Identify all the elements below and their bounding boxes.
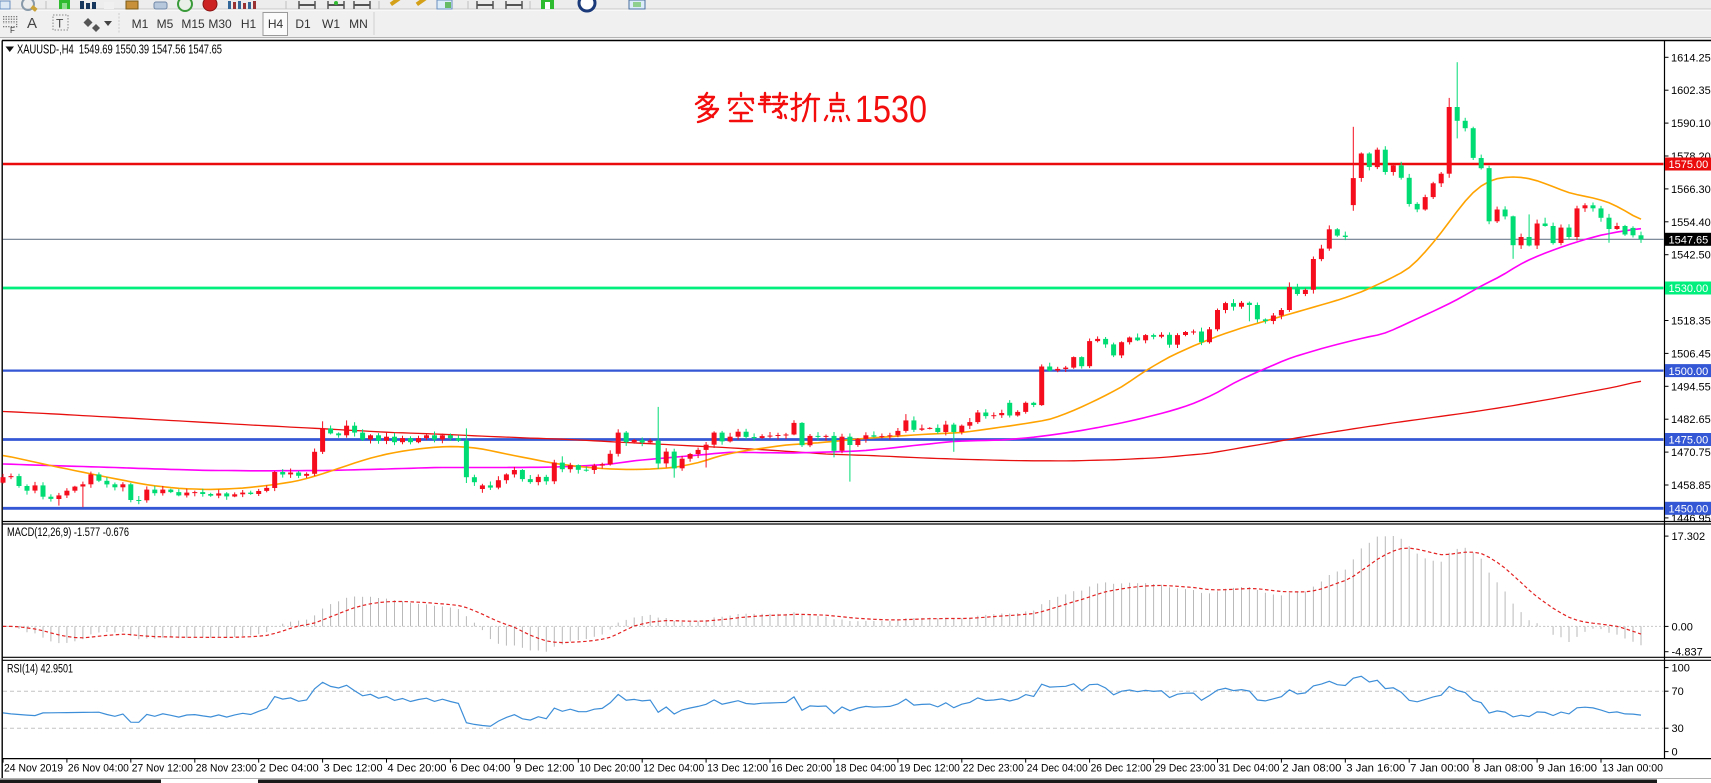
svg-text:1518.35: 1518.35: [1671, 316, 1711, 328]
svg-text:24 Nov 2019: 24 Nov 2019: [4, 763, 63, 775]
svg-text:8 Jan 08:00: 8 Jan 08:00: [1474, 763, 1533, 775]
svg-text:A: A: [27, 15, 37, 32]
svg-text:1590.10: 1590.10: [1671, 118, 1711, 130]
svg-text:1542.50: 1542.50: [1671, 250, 1711, 262]
svg-text:1602.35: 1602.35: [1671, 85, 1711, 97]
svg-text:D1: D1: [295, 17, 311, 31]
svg-text:7 Jan 00:00: 7 Jan 00:00: [1410, 763, 1469, 775]
svg-text:1530: 1530: [855, 89, 927, 131]
svg-text:4 Dec 20:00: 4 Dec 20:00: [388, 763, 447, 775]
svg-text:2 Jan 08:00: 2 Jan 08:00: [1282, 763, 1341, 775]
svg-text:MN: MN: [349, 17, 368, 31]
svg-text:10 Dec 20:00: 10 Dec 20:00: [579, 763, 640, 775]
svg-text:100: 100: [1672, 663, 1690, 675]
svg-text:12 Dec 04:00: 12 Dec 04:00: [643, 763, 704, 775]
svg-text:17.302: 17.302: [1672, 531, 1706, 543]
svg-text:M5: M5: [157, 17, 174, 31]
svg-text:3 Dec 12:00: 3 Dec 12:00: [324, 763, 383, 775]
svg-text:3 Jan 16:00: 3 Jan 16:00: [1346, 763, 1405, 775]
svg-text:1482.65: 1482.65: [1671, 414, 1711, 426]
svg-text:H4: H4: [268, 17, 284, 31]
svg-text:0: 0: [1672, 747, 1678, 759]
svg-text:6 Dec 04:00: 6 Dec 04:00: [451, 763, 510, 775]
svg-text:29 Dec 23:00: 29 Dec 23:00: [1155, 763, 1216, 775]
svg-text:1530.00: 1530.00: [1669, 283, 1709, 295]
svg-text:22 Dec 23:00: 22 Dec 23:00: [963, 763, 1024, 775]
svg-text:27 Nov 12:00: 27 Nov 12:00: [132, 763, 193, 775]
svg-text:2 Dec 04:00: 2 Dec 04:00: [260, 763, 319, 775]
svg-text:H1: H1: [241, 17, 257, 31]
svg-text:24 Dec 04:00: 24 Dec 04:00: [1027, 763, 1088, 775]
svg-text:1500.00: 1500.00: [1669, 366, 1709, 378]
svg-text:16 Dec 20:00: 16 Dec 20:00: [771, 763, 832, 775]
svg-text:-4.837: -4.837: [1672, 647, 1703, 659]
svg-text:19 Dec 12:00: 19 Dec 12:00: [899, 763, 960, 775]
svg-text:0.00: 0.00: [1672, 621, 1693, 633]
svg-text:1566.30: 1566.30: [1671, 184, 1711, 196]
svg-text:1470.75: 1470.75: [1671, 447, 1711, 459]
svg-text:31 Dec 04:00: 31 Dec 04:00: [1219, 763, 1280, 775]
svg-text:T: T: [56, 17, 64, 31]
svg-text:1547.65: 1547.65: [1669, 235, 1709, 247]
svg-text:1554.40: 1554.40: [1671, 217, 1711, 229]
svg-text:13 Jan 00:00: 13 Jan 00:00: [1602, 763, 1663, 775]
svg-text:MACD(12,26,9) -1.577 -0.676: MACD(12,26,9) -1.577 -0.676: [7, 527, 129, 539]
svg-text:RSI(14) 42.9501: RSI(14) 42.9501: [7, 664, 73, 676]
svg-text:18 Dec 04:00: 18 Dec 04:00: [835, 763, 896, 775]
svg-text:W1: W1: [322, 17, 340, 31]
svg-text:F: F: [10, 26, 15, 35]
svg-text:1506.45: 1506.45: [1671, 348, 1711, 360]
svg-text:9 Dec 12:00: 9 Dec 12:00: [515, 763, 574, 775]
svg-text:26 Nov 04:00: 26 Nov 04:00: [68, 763, 129, 775]
svg-text:26 Dec 12:00: 26 Dec 12:00: [1091, 763, 1152, 775]
svg-text:28 Nov 23:00: 28 Nov 23:00: [196, 763, 257, 775]
svg-text:XAUUSD-,H4 1549.69 1550.39 15: XAUUSD-,H4 1549.69 1550.39 1547.56 1547.…: [17, 43, 222, 57]
svg-text:30: 30: [1672, 723, 1684, 735]
svg-text:1614.25: 1614.25: [1671, 52, 1711, 64]
svg-text:1575.00: 1575.00: [1669, 159, 1709, 171]
svg-text:1494.55: 1494.55: [1671, 381, 1711, 393]
svg-text:M30: M30: [208, 17, 232, 31]
svg-text:1475.00: 1475.00: [1669, 435, 1709, 447]
svg-text:M15: M15: [181, 17, 205, 31]
svg-text:1450.00: 1450.00: [1669, 504, 1709, 516]
svg-text:9 Jan 16:00: 9 Jan 16:00: [1538, 763, 1597, 775]
svg-text:1458.85: 1458.85: [1671, 480, 1711, 492]
svg-text:1446.95: 1446.95: [1671, 513, 1711, 525]
svg-text:13 Dec 12:00: 13 Dec 12:00: [707, 763, 768, 775]
svg-text:70: 70: [1672, 686, 1684, 698]
svg-text:M1: M1: [132, 17, 149, 31]
